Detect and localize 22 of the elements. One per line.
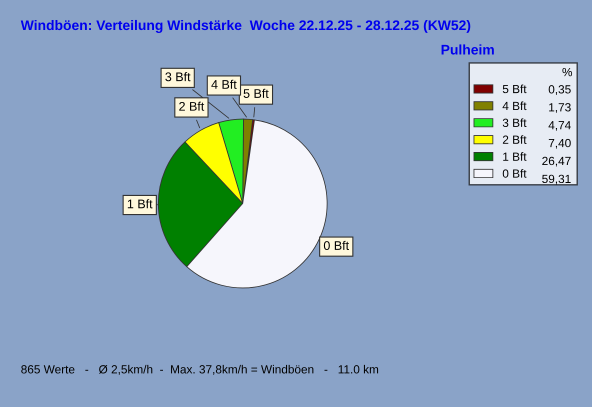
- text: 865 Werte - Ø 2,5km/h - Max. 37,8km/h = Windböen - 11.0 km: [21, 364, 378, 375]
- data-label: 4,74: [548, 121, 571, 131]
- slice-label: 5 Bft: [244, 88, 269, 98]
- chart-subtitle: Pulheim: [442, 44, 494, 55]
- legend-label: 0 Bft: [502, 169, 526, 178]
- data-label: 7,40: [548, 138, 571, 149]
- legend-label: 2 Bft: [502, 135, 526, 144]
- slice-label: 1 Bft: [128, 199, 153, 208]
- data-label: 59,31: [542, 174, 571, 184]
- data-label: 0,35: [548, 85, 571, 95]
- legend-label: 3 Bft: [502, 118, 526, 127]
- legend-title: %: [562, 68, 572, 76]
- chart-title: Windböen: Verteilung Windstärke Woche 22.12.25 - 28.12.25 (KW52): [20, 20, 470, 33]
- data-label: 1,73: [549, 103, 571, 113]
- slice-label: 4 Bft: [211, 80, 237, 89]
- slice-label: 0 Bft: [324, 240, 350, 250]
- slice-label: 3 Bft: [165, 72, 190, 82]
- legend-label: 1 Bft: [503, 152, 526, 161]
- slice-label: 2 Bft: [179, 102, 204, 111]
- legend-label: 4 Bft: [502, 101, 526, 110]
- data-label: 26,47: [542, 156, 571, 167]
- legend-label: 5 Bft: [502, 84, 526, 94]
